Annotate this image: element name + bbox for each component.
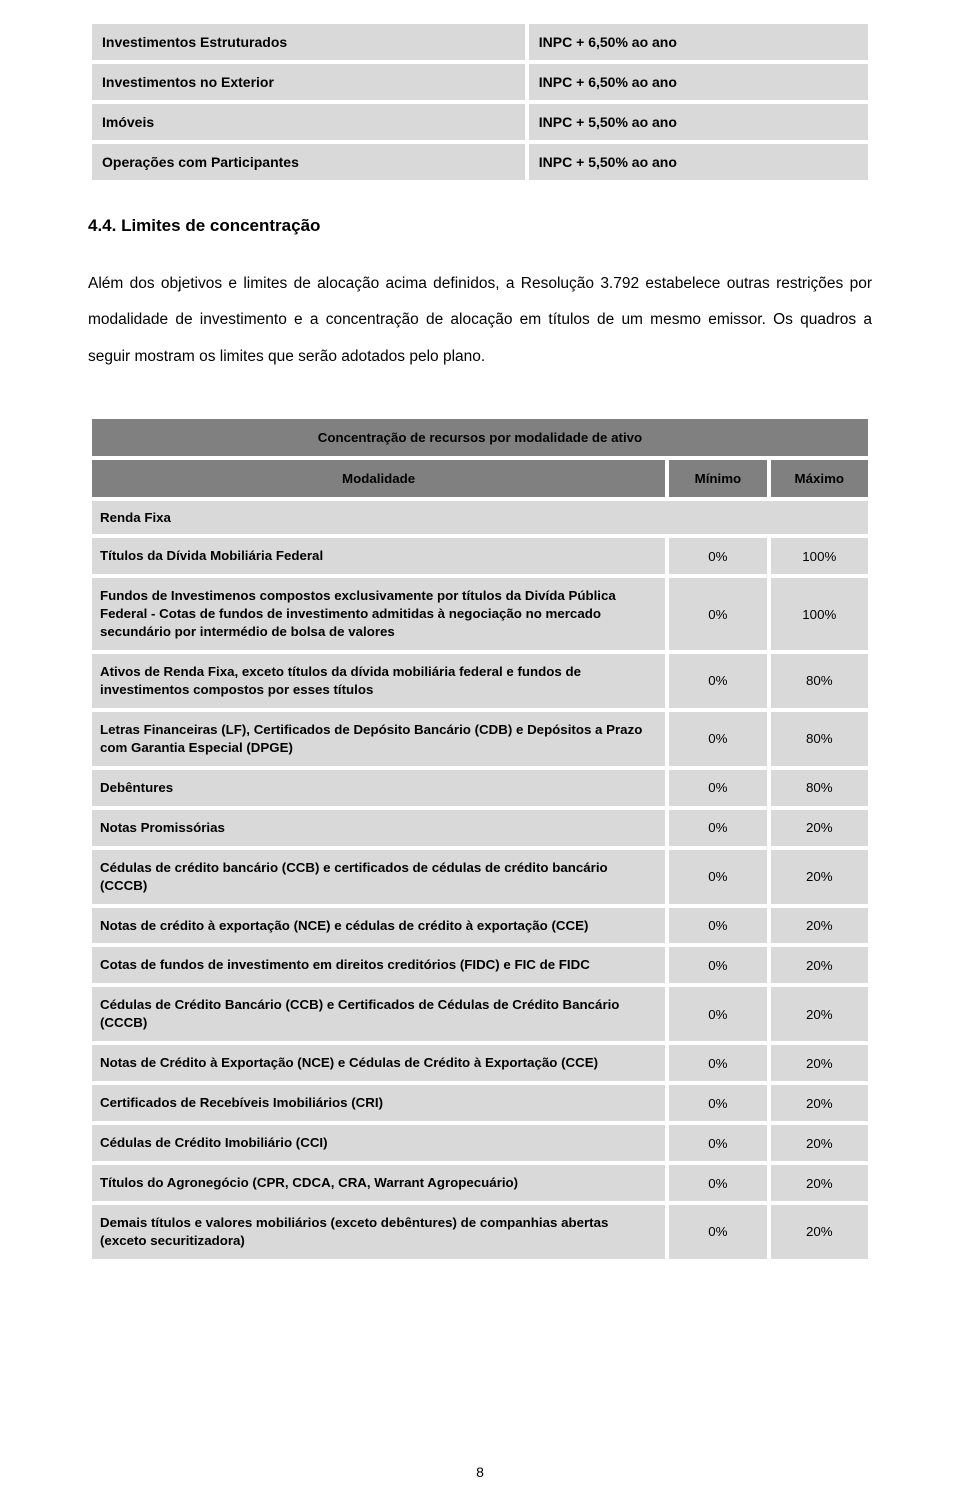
col-header-min: Mínimo (667, 458, 768, 499)
row-min: 0% (667, 536, 768, 576)
row-label: Fundos de Investimenos compostos exclusi… (90, 576, 667, 652)
intro-label: Operações com Participantes (90, 142, 527, 182)
row-label: Letras Financeiras (LF), Certificados de… (90, 710, 667, 768)
intro-value: INPC + 5,50% ao ano (527, 142, 870, 182)
table-row: Fundos de Investimenos compostos exclusi… (90, 576, 870, 652)
table-row: Ativos de Renda Fixa, exceto títulos da … (90, 652, 870, 710)
row-label: Notas de crédito à exportação (NCE) e cé… (90, 906, 667, 946)
intro-label: Investimentos Estruturados (90, 22, 527, 62)
intro-table: Investimentos Estruturados INPC + 6,50% … (88, 20, 872, 184)
table-row: Cédulas de crédito bancário (CCB) e cert… (90, 848, 870, 906)
row-min: 0% (667, 1083, 768, 1123)
row-max: 20% (769, 848, 870, 906)
row-min: 0% (667, 1203, 768, 1261)
table-row: Notas de Crédito à Exportação (NCE) e Cé… (90, 1043, 870, 1083)
row-label: Notas de Crédito à Exportação (NCE) e Cé… (90, 1043, 667, 1083)
table-row: Cédulas de Crédito Bancário (CCB) e Cert… (90, 985, 870, 1043)
row-max: 100% (769, 536, 870, 576)
row-label: Cédulas de Crédito Bancário (CCB) e Cert… (90, 985, 667, 1043)
row-label: Certificados de Recebíveis Imobiliários … (90, 1083, 667, 1123)
row-max: 20% (769, 906, 870, 946)
row-label: Ativos de Renda Fixa, exceto títulos da … (90, 652, 667, 710)
table-row: Investimentos Estruturados INPC + 6,50% … (90, 22, 870, 62)
row-max: 20% (769, 1203, 870, 1261)
intro-label: Investimentos no Exterior (90, 62, 527, 102)
concentration-table: Concentração de recursos por modalidade … (88, 415, 872, 1263)
row-min: 0% (667, 652, 768, 710)
row-max: 20% (769, 1163, 870, 1203)
col-header-max: Máximo (769, 458, 870, 499)
row-min: 0% (667, 576, 768, 652)
section-label: Renda Fixa (90, 499, 870, 536)
row-max: 20% (769, 985, 870, 1043)
row-min: 0% (667, 985, 768, 1043)
row-min: 0% (667, 1043, 768, 1083)
row-max: 80% (769, 768, 870, 808)
row-max: 80% (769, 652, 870, 710)
col-header-modalidade: Modalidade (90, 458, 667, 499)
row-min: 0% (667, 1123, 768, 1163)
table-row: Títulos do Agronegócio (CPR, CDCA, CRA, … (90, 1163, 870, 1203)
row-label: Notas Promissórias (90, 808, 667, 848)
row-label: Demais títulos e valores mobiliários (ex… (90, 1203, 667, 1261)
table-row: Notas Promissórias 0% 20% (90, 808, 870, 848)
row-min: 0% (667, 1163, 768, 1203)
intro-value: INPC + 6,50% ao ano (527, 62, 870, 102)
row-min: 0% (667, 710, 768, 768)
table-row: Demais títulos e valores mobiliários (ex… (90, 1203, 870, 1261)
row-min: 0% (667, 808, 768, 848)
section-heading: 4.4. Limites de concentração (88, 216, 872, 236)
intro-value: INPC + 6,50% ao ano (527, 22, 870, 62)
row-max: 80% (769, 710, 870, 768)
table-row: Títulos da Dívida Mobiliária Federal 0% … (90, 536, 870, 576)
table-row: Debêntures 0% 80% (90, 768, 870, 808)
row-min: 0% (667, 848, 768, 906)
row-max: 20% (769, 1123, 870, 1163)
table-row: Notas de crédito à exportação (NCE) e cé… (90, 906, 870, 946)
row-label: Cédulas de crédito bancário (CCB) e cert… (90, 848, 667, 906)
table-row: Letras Financeiras (LF), Certificados de… (90, 710, 870, 768)
row-label: Títulos do Agronegócio (CPR, CDCA, CRA, … (90, 1163, 667, 1203)
row-label: Cotas de fundos de investimento em direi… (90, 945, 667, 985)
table-row: Cédulas de Crédito Imobiliário (CCI) 0% … (90, 1123, 870, 1163)
row-max: 20% (769, 808, 870, 848)
body-paragraph: Além dos objetivos e limites de alocação… (88, 266, 872, 375)
row-min: 0% (667, 906, 768, 946)
section-row: Renda Fixa (90, 499, 870, 536)
row-label: Cédulas de Crédito Imobiliário (CCI) (90, 1123, 667, 1163)
row-max: 20% (769, 945, 870, 985)
intro-label: Imóveis (90, 102, 527, 142)
table-row: Investimentos no Exterior INPC + 6,50% a… (90, 62, 870, 102)
table-row: Imóveis INPC + 5,50% ao ano (90, 102, 870, 142)
table-row: Cotas de fundos de investimento em direi… (90, 945, 870, 985)
row-max: 20% (769, 1083, 870, 1123)
row-label: Debêntures (90, 768, 667, 808)
table-row: Certificados de Recebíveis Imobiliários … (90, 1083, 870, 1123)
row-label: Títulos da Dívida Mobiliária Federal (90, 536, 667, 576)
row-max: 20% (769, 1043, 870, 1083)
table-row: Operações com Participantes INPC + 5,50%… (90, 142, 870, 182)
intro-value: INPC + 5,50% ao ano (527, 102, 870, 142)
row-min: 0% (667, 945, 768, 985)
row-max: 100% (769, 576, 870, 652)
table-title: Concentração de recursos por modalidade … (90, 417, 870, 458)
page-number: 8 (476, 1464, 484, 1480)
row-min: 0% (667, 768, 768, 808)
